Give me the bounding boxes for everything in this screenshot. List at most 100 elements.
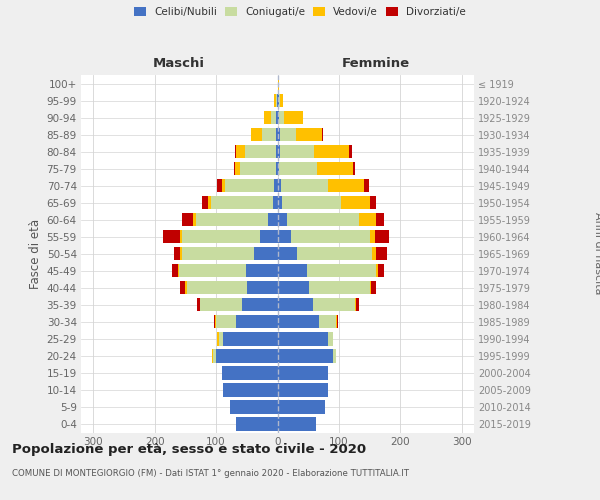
Bar [277,196,283,209]
Bar [234,162,235,175]
Bar [193,213,196,226]
Legend: Celibi/Nubili, Coniugati/e, Vedovi/e, Divorziati/e: Celibi/Nubili, Coniugati/e, Vedovi/e, Di… [130,2,470,21]
Bar [214,315,215,328]
Bar [280,94,283,107]
Y-axis label: Fasce di età: Fasce di età [29,218,43,289]
Bar [278,77,279,90]
Bar [314,145,349,158]
Bar [277,247,297,260]
Bar [181,247,182,260]
Bar [370,281,371,294]
Bar [296,128,322,141]
Text: Femmine: Femmine [341,57,410,70]
Text: Popolazione per età, sesso e stato civile - 2020: Popolazione per età, sesso e stato civil… [12,442,366,456]
Bar [277,162,280,175]
Bar [328,332,334,345]
Bar [217,332,218,345]
Bar [319,315,337,328]
Bar [370,230,374,243]
Bar [328,179,364,192]
Bar [223,384,277,396]
Bar [216,315,236,328]
Bar [236,418,277,430]
Bar [349,145,352,158]
Bar [187,281,247,294]
Bar [275,145,277,158]
Bar [213,350,216,362]
Bar [275,94,277,107]
Bar [371,281,376,294]
Bar [236,315,277,328]
Bar [226,179,274,192]
Bar [284,111,302,124]
Bar [274,179,277,192]
Bar [370,196,376,209]
Bar [245,145,275,158]
Bar [223,332,277,345]
Bar [260,230,277,243]
Bar [215,315,216,328]
Bar [185,281,187,294]
Bar [280,145,314,158]
Bar [262,128,275,141]
Bar [277,384,328,396]
Bar [235,162,240,175]
Bar [196,213,268,226]
Bar [208,196,211,209]
Bar [277,366,328,380]
Bar [277,350,333,362]
Bar [378,264,385,278]
Bar [376,247,387,260]
Bar [322,128,323,141]
Bar [178,264,179,278]
Bar [276,111,277,124]
Bar [242,298,277,312]
Bar [222,179,226,192]
Text: COMUNE DI MONTEGIORGIO (FM) - Dati ISTAT 1° gennaio 2020 - Elaborazione TUTTITAL: COMUNE DI MONTEGIORGIO (FM) - Dati ISTAT… [12,469,409,478]
Bar [275,128,277,141]
Bar [279,94,280,107]
Bar [277,111,280,124]
Bar [341,196,370,209]
Bar [307,264,376,278]
Bar [240,162,275,175]
Bar [359,213,376,226]
Bar [280,128,296,141]
Bar [271,111,276,124]
Bar [251,128,262,141]
Bar [222,366,277,380]
Bar [218,332,223,345]
Bar [277,179,281,192]
Bar [277,145,280,158]
Bar [216,350,277,362]
Bar [264,111,271,124]
Bar [374,230,389,243]
Bar [277,128,280,141]
Bar [280,162,317,175]
Bar [235,145,236,158]
Bar [277,332,328,345]
Bar [313,298,355,312]
Bar [182,213,193,226]
Bar [197,298,200,312]
Bar [283,196,341,209]
Bar [317,162,353,175]
Bar [287,213,359,226]
Bar [376,213,384,226]
Bar [376,264,378,278]
Bar [200,298,242,312]
Bar [211,196,272,209]
Bar [277,315,319,328]
Bar [333,350,336,362]
Bar [337,315,338,328]
Bar [280,111,284,124]
Bar [310,281,370,294]
Bar [179,264,245,278]
Bar [297,247,372,260]
Bar [163,230,180,243]
Bar [254,247,277,260]
Bar [268,213,277,226]
Bar [272,196,277,209]
Bar [274,94,275,107]
Bar [182,230,260,243]
